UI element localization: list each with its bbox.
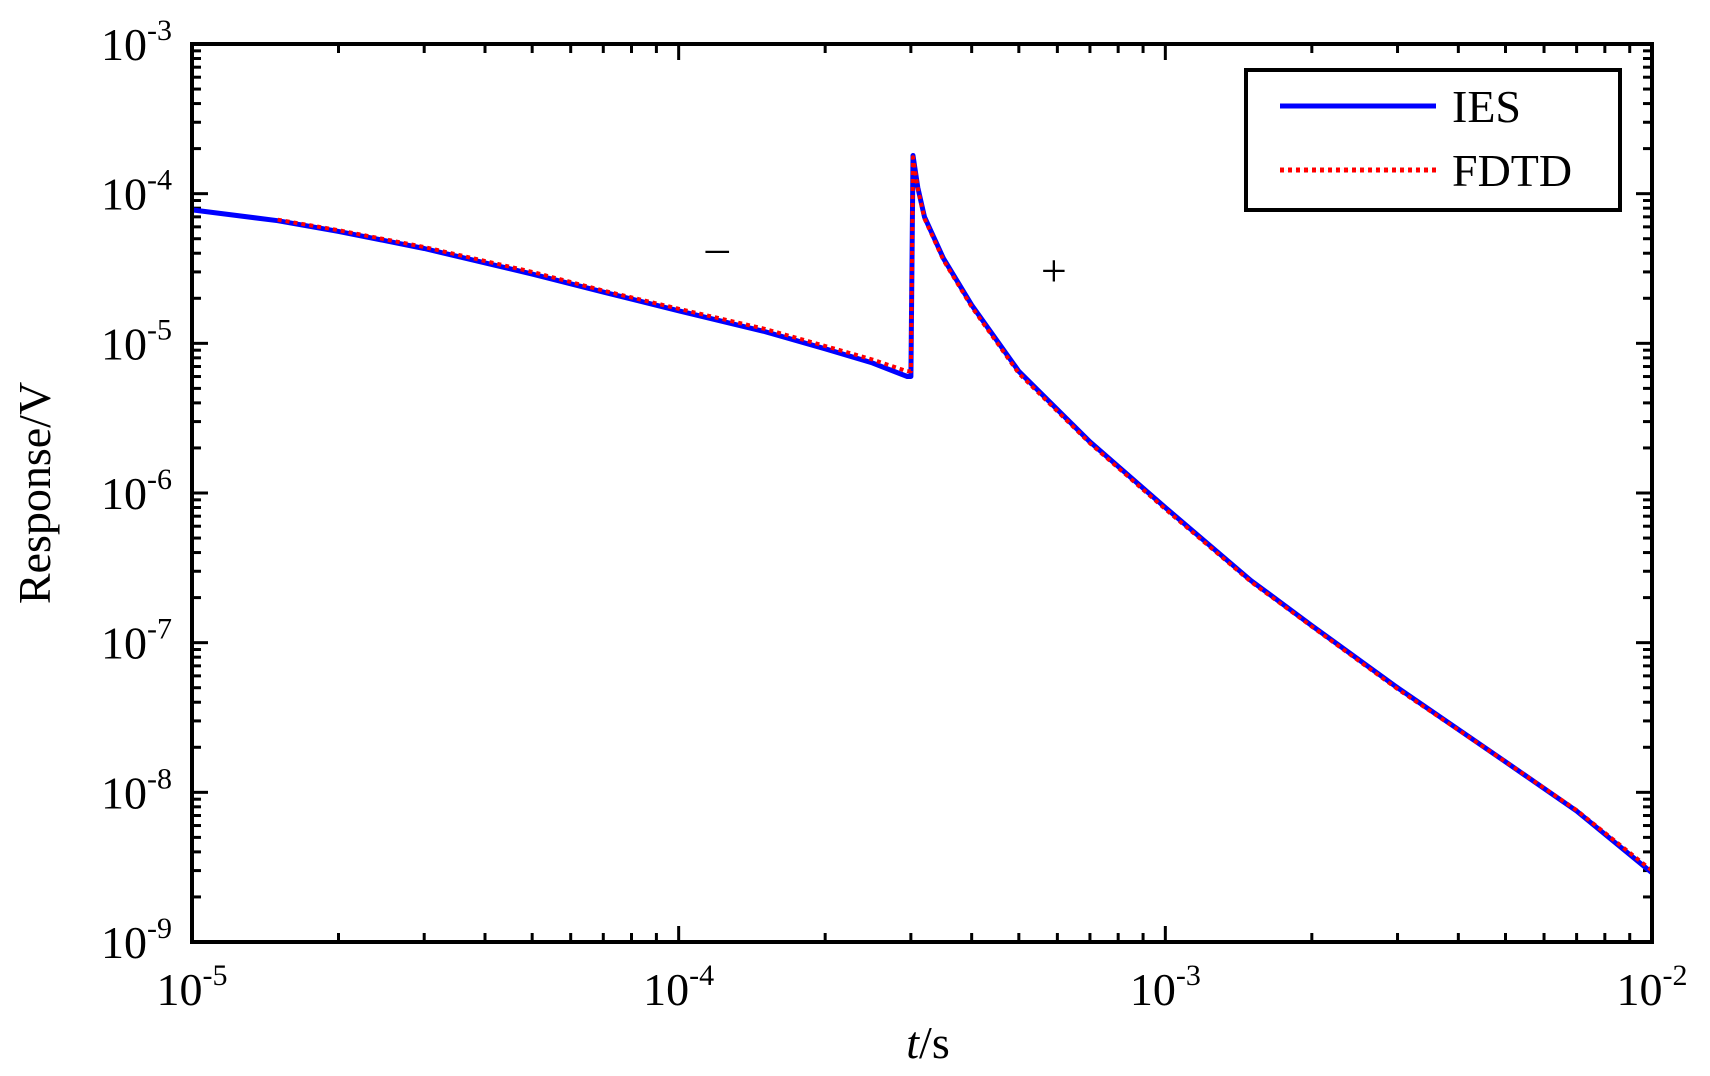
legend-label-fdtd: FDTD xyxy=(1452,145,1572,196)
y-tick-label: 10-4 xyxy=(101,164,172,220)
x-tick-label: 10-2 xyxy=(1617,959,1688,1015)
legend-box xyxy=(1244,68,1622,212)
y-tick-label: 10-5 xyxy=(101,313,172,369)
x-axis-label: t/s xyxy=(906,1017,949,1068)
tick-labels: 10-5 10-4 10-3 10-2 10-9 10-8 10-7 10-6 10-5 10-4… xyxy=(101,14,1688,1015)
series-group xyxy=(192,153,1652,875)
plot-frame xyxy=(190,42,1654,944)
y-tick-label: 10-3 xyxy=(101,14,172,70)
series-line-fdtd xyxy=(277,155,1652,873)
x-axis-label-italic: t xyxy=(906,1017,920,1068)
x-tick-label: 10-3 xyxy=(1130,959,1201,1015)
y-tick-label: 10-9 xyxy=(101,912,172,968)
x-tick-label: 10-4 xyxy=(643,959,714,1015)
legend: IES FDTD xyxy=(1244,68,1622,212)
x-axis-label-unit: /s xyxy=(919,1017,950,1068)
x-tick-label: 10-5 xyxy=(157,959,228,1015)
y-tick-label: 10-6 xyxy=(101,463,172,519)
y-axis-label: Response/V xyxy=(9,382,60,604)
annotation-minus: – xyxy=(705,222,730,273)
annotation-plus: + xyxy=(1041,245,1067,296)
annotations: – + xyxy=(705,222,1067,296)
y-tick-label: 10-8 xyxy=(101,762,172,818)
legend-label-ies: IES xyxy=(1452,81,1521,132)
y-tick-label: 10-7 xyxy=(101,613,172,669)
